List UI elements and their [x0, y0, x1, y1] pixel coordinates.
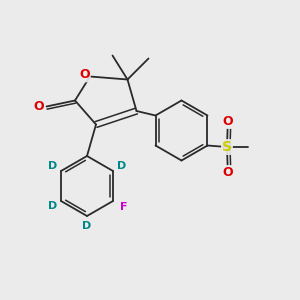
Text: O: O [34, 100, 44, 113]
Text: D: D [48, 161, 57, 171]
Text: O: O [222, 166, 233, 179]
Text: F: F [120, 202, 127, 212]
Text: D: D [48, 201, 57, 211]
Text: O: O [222, 115, 233, 128]
Text: O: O [79, 68, 90, 82]
Text: D: D [82, 220, 91, 231]
Text: S: S [222, 140, 232, 154]
Text: D: D [117, 161, 126, 171]
